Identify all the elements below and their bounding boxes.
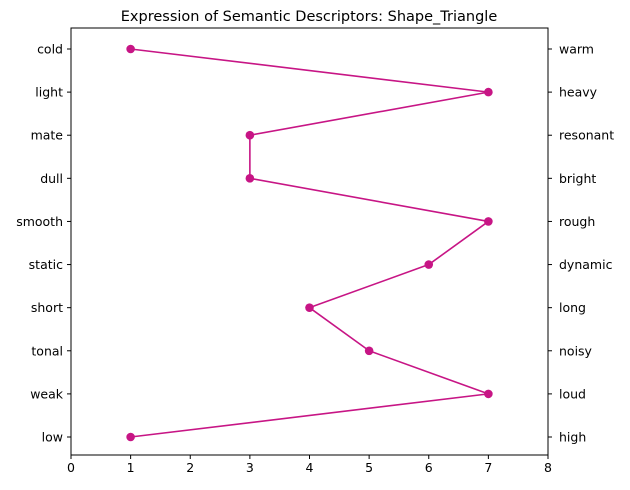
chart-title: Expression of Semantic Descriptors: Shap…: [121, 9, 498, 25]
right-y-tick-label: noisy: [559, 343, 593, 358]
data-point: [245, 174, 255, 183]
x-tick-label: 8: [544, 460, 552, 475]
data-point: [364, 346, 374, 356]
x-tick-label: 6: [425, 460, 433, 475]
left-y-tick-label: smooth: [16, 214, 63, 229]
data-point: [424, 260, 434, 269]
x-tick-label: 3: [246, 460, 254, 475]
data-point: [484, 87, 493, 97]
right-y-tick-label: heavy: [559, 85, 598, 100]
right-y-tick-label: loud: [559, 386, 586, 401]
data-point: [245, 130, 255, 140]
left-y-tick-label: mate: [31, 128, 64, 143]
left-y-tick-label: cold: [37, 42, 63, 57]
data-point: [126, 432, 135, 442]
right-y-tick-label: long: [559, 300, 586, 315]
x-tick-label: 5: [365, 460, 373, 475]
data-point: [484, 217, 493, 226]
right-y-tick-label: resonant: [559, 128, 614, 143]
left-y-tick-label: short: [31, 300, 63, 315]
x-tick-label: 2: [186, 460, 194, 475]
x-tick-label: 7: [484, 460, 492, 475]
left-y-tick-label: dull: [40, 171, 63, 186]
data-point: [305, 303, 314, 312]
left-y-tick-label: light: [35, 85, 63, 100]
right-y-tick-label: dynamic: [559, 257, 613, 272]
data-point: [126, 44, 135, 54]
right-y-tick-label: warm: [559, 42, 594, 57]
x-tick-label: 1: [127, 460, 135, 475]
left-y-tick-label: static: [29, 257, 63, 272]
axes-frame: [70, 27, 549, 456]
series-line: [130, 48, 490, 438]
x-tick-label: 0: [67, 460, 75, 475]
right-y-tick-label: high: [559, 430, 586, 445]
data-point: [484, 389, 493, 399]
plot-area: 0 1 2 3 4 5 6 7 8 cold light mate dull smooth static sh…: [16, 27, 614, 475]
left-y-tick-label: weak: [30, 386, 64, 401]
left-y-tick-label: tonal: [31, 343, 63, 358]
right-y-tick-label: rough: [559, 214, 595, 229]
left-y-tick-label: low: [42, 430, 63, 445]
right-y-tick-label: bright: [559, 171, 596, 186]
x-tick-label: 4: [306, 460, 314, 475]
